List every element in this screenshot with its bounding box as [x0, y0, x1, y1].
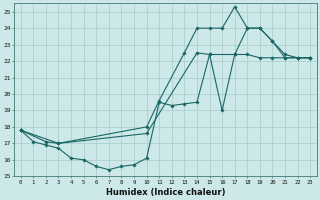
X-axis label: Humidex (Indice chaleur): Humidex (Indice chaleur)	[106, 188, 225, 197]
